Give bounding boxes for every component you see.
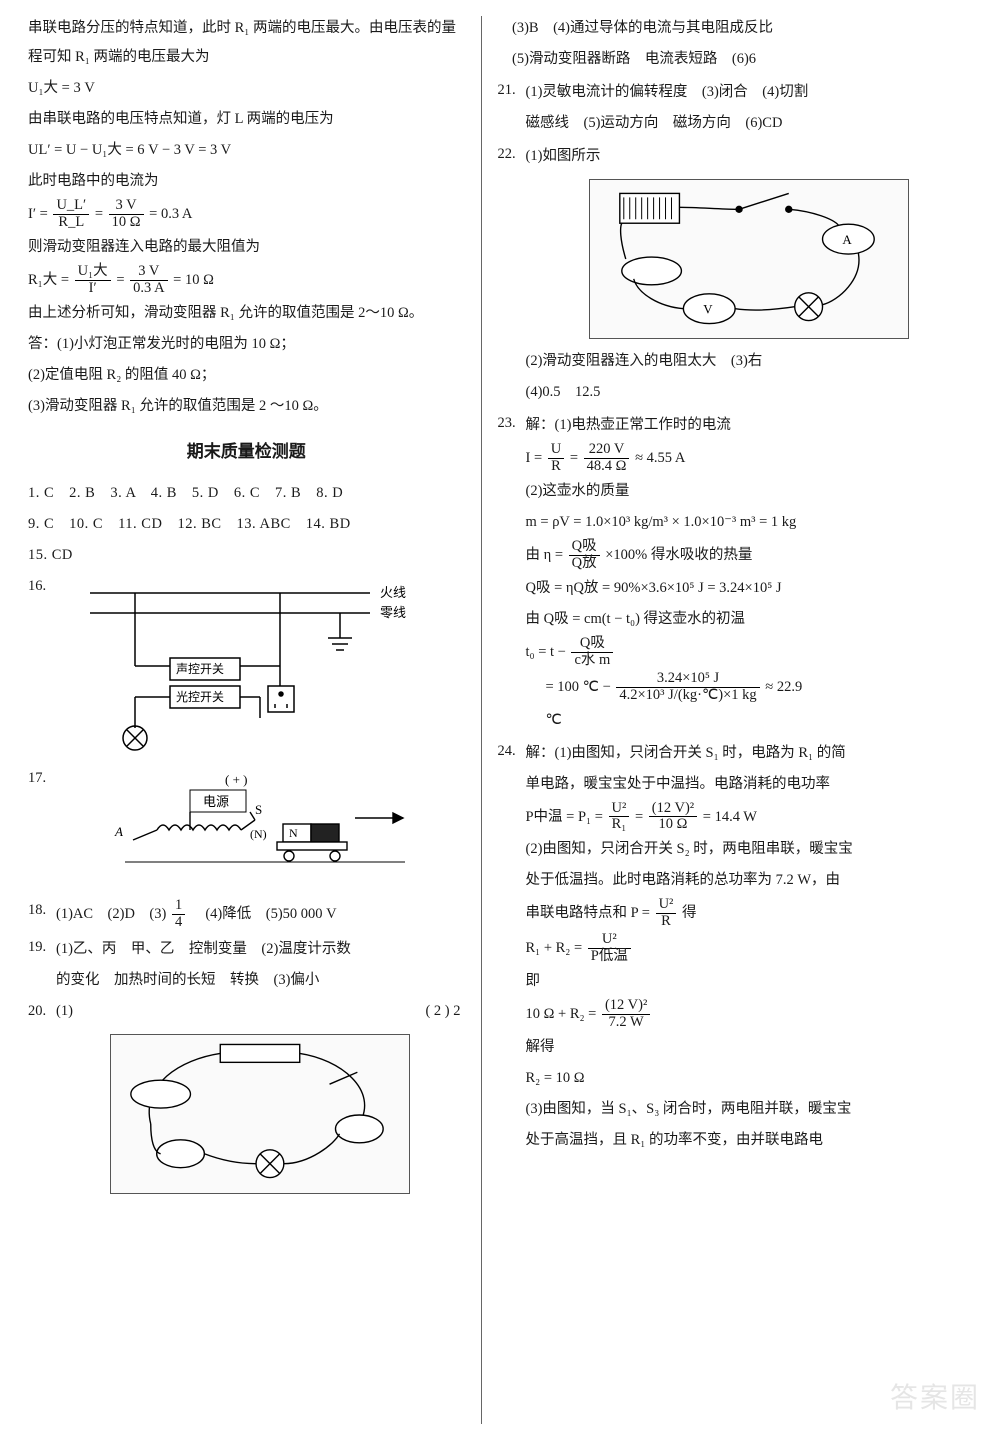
svg-text:S: S bbox=[345, 826, 352, 840]
para: 串联电路特点和 P = U²R 得 bbox=[525, 897, 972, 930]
answer-line: (1)AC (2)D (3) 14 (4)降低 (5)50 000 V bbox=[56, 898, 465, 931]
mc-answers: 1. C 2. B 3. A 4. B 5. D 6. C 7. B 8. D bbox=[28, 479, 465, 508]
answer-line: (5)滑动变阻器断路 电流表短路 (6)6 bbox=[497, 45, 972, 74]
equation: Q吸 = ηQ放 = 90%×3.6×10⁵ J = 3.24×10⁵ J bbox=[525, 574, 972, 603]
answer-line: (2)定值电阻 R₂ 的阻值 40 Ω； bbox=[28, 361, 465, 390]
answer-line: (3)滑动变阻器 R₁ 允许的取值范围是 2 ～10 Ω。 bbox=[28, 392, 465, 421]
equation-iprime: I′ = U_L′R_L = 3 V10 Ω = 0.3 A bbox=[28, 198, 465, 231]
svg-text:声控开关: 声控开关 bbox=[176, 662, 224, 676]
figure-20-circuit bbox=[110, 1034, 410, 1194]
question-16: 16. bbox=[28, 572, 465, 764]
equation: = 100 ℃ − 3.24×10⁵ J4.2×10³ J/(kg·℃)×1 k… bbox=[525, 671, 972, 704]
para: 单电路，暖宝宝处于中温挡。电路消耗的电功率 bbox=[525, 770, 972, 799]
svg-text:电源: 电源 bbox=[203, 794, 229, 809]
figure-16-circuit: 火线 零线 声控开关 光控开关 bbox=[80, 578, 440, 758]
para: 解得 bbox=[525, 1033, 972, 1062]
question-18: 18. (1)AC (2)D (3) 14 (4)降低 (5)50 000 V bbox=[28, 896, 465, 933]
para: 处于低温挡。此时电路消耗的总功率为 7.2 W，由 bbox=[525, 866, 972, 895]
question-23: 23. 解：(1)电热壶正常工作时的电流 I = UR = 220 V48.4 … bbox=[497, 409, 972, 737]
para: 即 bbox=[525, 967, 972, 996]
equation: UL′ = U − U₁大 = 6 V − 3 V = 3 V bbox=[28, 136, 465, 165]
section-title: 期末质量检测题 bbox=[28, 435, 465, 469]
equation-r1: R₁大 = U₁大I′ = 3 V0.3 A = 10 Ω bbox=[28, 264, 465, 297]
question-17: 17. ( + ) 电源 S A (N) bbox=[28, 764, 465, 896]
para: 解：(1)由图知，只闭合开关 S₁ 时，电路为 R₁ 的简 bbox=[525, 739, 972, 768]
equation: 由 η = Q吸Q放 ×100% 得水吸收的热量 bbox=[525, 539, 972, 572]
para: 处于高温挡，且 R₁ 的功率不变，由并联电路电 bbox=[525, 1126, 972, 1155]
para: 串联电路分压的特点知道，此时 R₁ 两端的电压最大。由电压表的量程可知 R₁ 两… bbox=[28, 14, 465, 72]
equation: t₀ = t − Q吸c水 m bbox=[525, 636, 972, 669]
svg-text:( + ): ( + ) bbox=[225, 772, 248, 787]
svg-text:V: V bbox=[703, 302, 713, 317]
answer-line: (1)乙、丙 甲、乙 控制变量 (2)温度计示数 bbox=[56, 935, 465, 964]
svg-text:A: A bbox=[842, 232, 852, 247]
figure-22-circuit: A V bbox=[589, 179, 909, 339]
equation: I = UR = 220 V48.4 Ω ≈ 4.55 A bbox=[525, 442, 972, 475]
figure-17-electromagnet: ( + ) 电源 S A (N) bbox=[105, 770, 415, 890]
equation: ℃ bbox=[525, 706, 972, 735]
equation: R₁ + R₂ = U²P低温 bbox=[525, 932, 972, 965]
para: (2)由图知，只闭合开关 S₂ 时，两电阻串联，暖宝宝 bbox=[525, 835, 972, 864]
mc-answers: 15. CD bbox=[28, 541, 465, 570]
svg-text:零线: 零线 bbox=[380, 605, 406, 620]
answer-line: (2)滑动变阻器连入的电阻太大 (3)右 bbox=[525, 347, 972, 376]
svg-text:光控开关: 光控开关 bbox=[176, 690, 224, 704]
left-column: 串联电路分压的特点知道，此时 R₁ 两端的电压最大。由电压表的量程可知 R₁ 两… bbox=[18, 12, 475, 1428]
para: 此时电路中的电流为 bbox=[28, 167, 465, 196]
answer-line: ( 2 ) 2 bbox=[425, 997, 460, 1026]
para: (3)由图知，当 S₁、S₃ 闭合时，两电阻并联，暖宝宝 bbox=[525, 1095, 972, 1124]
equation: m = ρV = 1.0×10³ kg/m³ × 1.0×10⁻³ m³ = 1… bbox=[525, 508, 972, 537]
right-column: (3)B (4)通过导体的电流与其电阻成反比 (5)滑动变阻器断路 电流表短路 … bbox=[487, 12, 982, 1428]
para: 解：(1)电热壶正常工作时的电流 bbox=[525, 411, 972, 440]
equation: 10 Ω + R₂ = (12 V)²7.2 W bbox=[525, 998, 972, 1031]
question-21: 21. (1)灵敏电流计的偏转程度 (3)闭合 (4)切割 磁感线 (5)运动方… bbox=[497, 76, 972, 140]
equation: P中温 = P₁ = U²R₁ = (12 V)²10 Ω = 14.4 W bbox=[525, 801, 972, 834]
equation: R₂ = 10 Ω bbox=[525, 1064, 972, 1093]
answer-line: (4)0.5 12.5 bbox=[525, 378, 972, 407]
svg-text:N: N bbox=[289, 826, 298, 840]
answer-line: (1)如图所示 bbox=[525, 142, 972, 171]
svg-text:火线: 火线 bbox=[380, 585, 406, 600]
equation: U₁大 = 3 V bbox=[28, 74, 465, 103]
answer-line: (3)B (4)通过导体的电流与其电阻成反比 bbox=[497, 14, 972, 43]
para: 则滑动变阻器连入电路的最大阻值为 bbox=[28, 233, 465, 262]
question-22: 22. (1)如图所示 A V bbox=[497, 140, 972, 409]
question-24: 24. 解：(1)由图知，只闭合开关 S₁ 时，电路为 R₁ 的简 单电路，暖宝… bbox=[497, 737, 972, 1158]
mc-answers: 9. C 10. C 11. CD 12. BC 13. ABC 14. BD bbox=[28, 510, 465, 539]
answer-line: 答：(1)小灯泡正常发光时的电阻为 10 Ω； bbox=[28, 330, 465, 359]
para: (2)这壶水的质量 bbox=[525, 477, 972, 506]
para: 由串联电路的电压特点知道，灯 L 两端的电压为 bbox=[28, 105, 465, 134]
svg-text:(N): (N) bbox=[250, 827, 267, 841]
para: 由 Q吸 = cm(t − t₀) 得这壶水的初温 bbox=[525, 605, 972, 634]
answer-line: (1)灵敏电流计的偏转程度 (3)闭合 (4)切割 bbox=[525, 78, 972, 107]
answer-line: 的变化 加热时间的长短 转换 (3)偏小 bbox=[56, 966, 465, 995]
svg-text:A: A bbox=[114, 824, 123, 839]
answer-line: 磁感线 (5)运动方向 磁场方向 (6)CD bbox=[525, 109, 972, 138]
column-divider bbox=[481, 16, 482, 1424]
question-20: 20. (1) ( 2 ) 2 bbox=[28, 997, 465, 1202]
para: 由上述分析可知，滑动变阻器 R₁ 允许的取值范围是 2～10 Ω。 bbox=[28, 299, 465, 328]
svg-text:S: S bbox=[255, 802, 262, 817]
question-19: 19. (1)乙、丙 甲、乙 控制变量 (2)温度计示数 的变化 加热时间的长短… bbox=[28, 933, 465, 997]
